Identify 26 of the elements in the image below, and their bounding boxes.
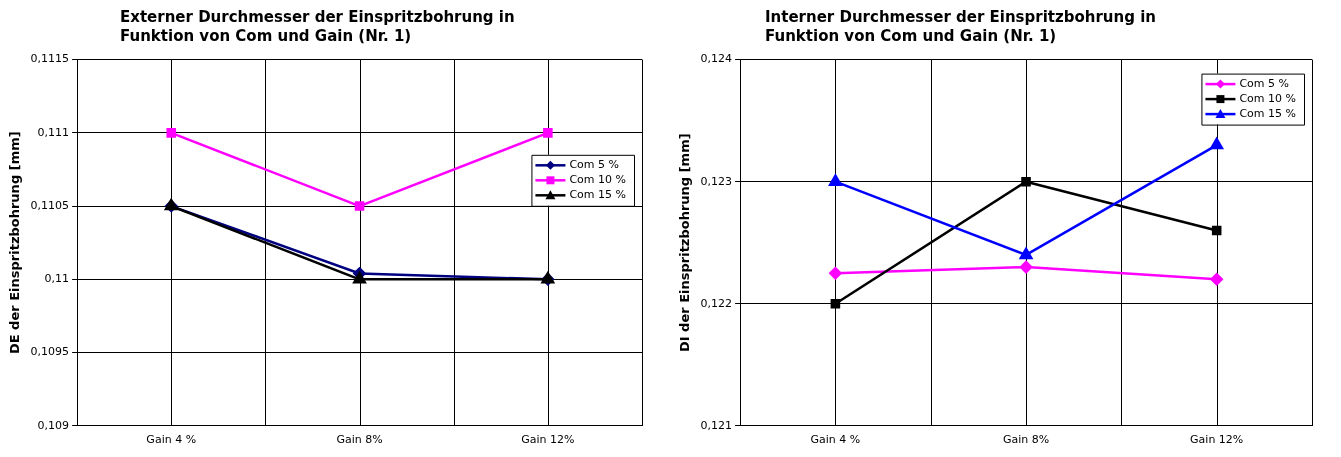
legend-label: Com 15 %	[1239, 106, 1297, 120]
legend-label: Com 5 %	[1239, 76, 1290, 90]
legend-label: Com 10 %	[569, 173, 627, 187]
x-tick-label: Gain 12%	[1190, 433, 1244, 447]
x-tick-label: Gain 4 %	[146, 433, 197, 447]
y-tick-label: 0,11	[44, 272, 70, 286]
y-tick-label: 0,1105	[30, 198, 70, 212]
y-tick-label: 0,124	[700, 52, 733, 66]
x-tick-label: Gain 12%	[521, 433, 575, 447]
chart-title: Interner Durchmesser der Einspritzbohrung in Funktion von Com und Gain (Nr. 1)	[765, 8, 1157, 46]
legend-label: Com 15 %	[569, 188, 627, 202]
y-tick-label: 0,109	[37, 418, 70, 432]
y-axis-title: DE der Einspritzbohrung [mm]	[7, 131, 23, 355]
y-tick-label: 0,1095	[30, 345, 70, 359]
y-axis-title: DI der Einspritzbohrung [mm]	[677, 133, 693, 353]
y-tick-label: 0,123	[700, 174, 733, 188]
chart-title: Externer Durchmesser der Einspritzbohrung in Funktion von Com und Gain (Nr. 1)	[120, 8, 516, 46]
y-tick-label: 0,1115	[30, 52, 70, 66]
legend-label: Com 10 %	[1239, 91, 1297, 105]
x-tick-label: Gain 8%	[336, 433, 383, 447]
y-tick-label: 0,122	[700, 296, 733, 310]
legend-label: Com 5 %	[569, 158, 620, 172]
x-tick-label: Gain 8%	[1002, 433, 1050, 447]
y-tick-label: 0,111	[37, 125, 70, 139]
y-tick-label: 0,121	[700, 418, 733, 432]
x-tick-label: Gain 4 %	[810, 433, 861, 447]
